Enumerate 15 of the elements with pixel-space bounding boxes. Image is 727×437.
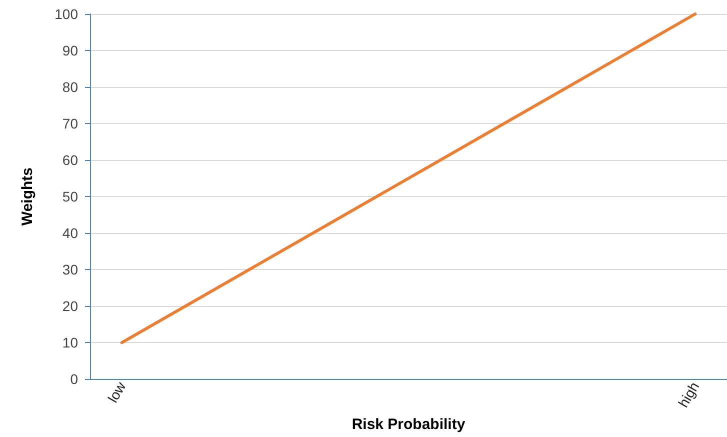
y-axis-title: Weights [19,168,36,226]
x-tick-label: low [104,378,130,406]
y-tick-label: 70 [62,116,78,132]
y-tick-label: 40 [62,225,78,242]
x-axis-title: Risk Probability [352,416,466,433]
y-tick-label: 60 [62,152,78,168]
y-tick-label: 0 [70,371,78,388]
y-tick-label: 90 [62,42,78,59]
line-series [120,12,697,344]
y-tick-label: 100 [54,6,78,22]
y-tick-label: 80 [62,79,78,96]
y-tick-label: 10 [62,334,78,351]
y-tick-label: 50 [62,188,78,205]
y-tick-label: 30 [62,262,78,278]
y-tick-label: 20 [62,298,78,314]
